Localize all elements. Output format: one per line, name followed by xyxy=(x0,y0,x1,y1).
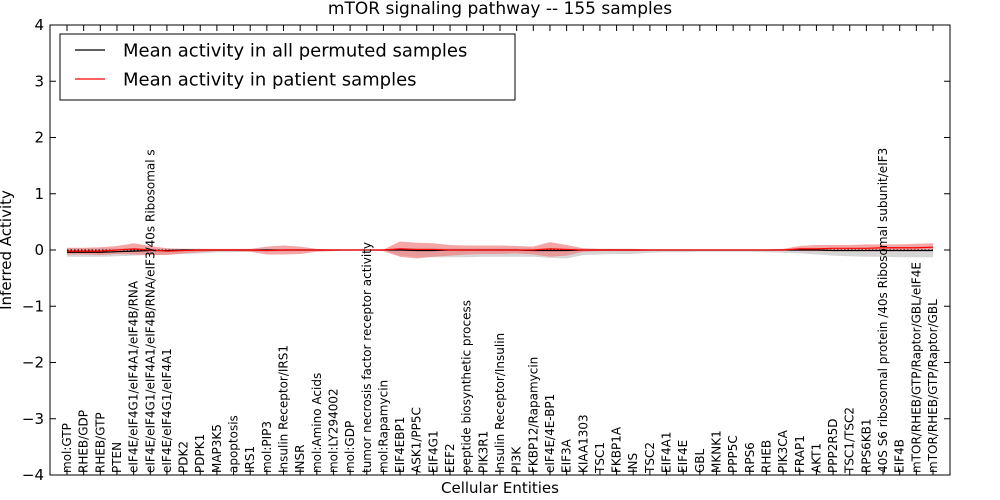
x-tick-label: INSR xyxy=(293,445,307,473)
x-tick-label: tumor necrosis factor receptor activity xyxy=(360,242,374,473)
chart-title: mTOR signaling pathway -- 155 samples xyxy=(328,0,672,19)
x-tick-label: RHEB/GTP xyxy=(93,412,107,473)
x-tick-label: MAP3K5 xyxy=(210,424,224,473)
x-tick-label: FKBP12/Rapamycin xyxy=(526,357,540,473)
x-axis-label: Cellular Entities xyxy=(441,479,559,497)
x-tick-label: EIF4EBP1 xyxy=(393,417,407,473)
y-tick-label: 1 xyxy=(34,185,44,203)
x-tick-label: mol:Amino Acids xyxy=(310,373,324,473)
x-tick-label: PIK3CA xyxy=(776,429,790,473)
x-tick-label: TSC1/TSC2 xyxy=(843,407,857,474)
x-tick-label: FKBP1A xyxy=(610,426,624,473)
line-patient xyxy=(67,246,934,252)
legend-patient-label: Mean activity in patient samples xyxy=(123,70,417,91)
x-tick-label: PPP2R5D xyxy=(826,418,840,473)
x-tick-label: mol:GTP xyxy=(60,423,74,473)
x-tick-label: Insulin Receptor/Insulin xyxy=(493,333,507,473)
x-tick-label: ASK1/PP5C xyxy=(410,407,424,473)
y-tick-label: −2 xyxy=(22,354,44,372)
x-tick-label: eIF4E/eIF4G1/eIF4A1/eIF4B/RNA xyxy=(127,280,141,473)
x-tick-label: mol:Rapamycin xyxy=(376,380,390,473)
x-tick-label: MKNK1 xyxy=(710,430,724,473)
legend-box xyxy=(59,33,516,101)
x-tick-label: EIF4E xyxy=(676,440,690,473)
x-tick-label: 40S S6 ribosomal protein /40s Ribosomal … xyxy=(876,148,890,473)
x-tick-label: apoptosis xyxy=(227,415,241,473)
x-tick-label: PPP5C xyxy=(726,435,740,473)
x-tick-label: mTOR/RHEB/GTP/Raptor/GBL xyxy=(926,299,940,473)
x-tick-label: FRAP1 xyxy=(793,435,807,473)
x-tick-label: RHEB xyxy=(759,440,773,473)
y-tick-label: 2 xyxy=(34,129,44,147)
x-tick-label: RHEB/GDP xyxy=(77,410,91,473)
x-tick-label: Insulin Receptor/IRS1 xyxy=(277,345,291,473)
y-tick-label: 3 xyxy=(34,72,44,90)
x-tick-label: KIAA1303 xyxy=(576,414,590,473)
x-tick-label: TSC2 xyxy=(643,442,657,474)
x-tick-label: PI3K xyxy=(510,446,524,473)
x-tick-label: mol:PIP3 xyxy=(260,421,274,473)
x-tick-label: PIK3R1 xyxy=(476,431,490,473)
x-tick-label: EEF2 xyxy=(443,443,457,473)
y-tick-label: −1 xyxy=(22,297,44,315)
x-tick-label: RPS6 xyxy=(743,442,757,473)
x-tick-label: GBL xyxy=(693,448,707,473)
legend-permuted-label: Mean activity in all permuted samples xyxy=(123,41,467,62)
x-tick-label: TSC1 xyxy=(593,442,607,474)
x-tick-label: INS xyxy=(626,453,640,473)
x-tick-label: eIF4E/4E-BP1 xyxy=(543,394,557,473)
x-tick-label: RPS6KB1 xyxy=(859,418,873,473)
y-axis: 4 3 2 1 0 −1 −2 −3 −4 xyxy=(22,16,950,484)
x-tick-label: EIF4B xyxy=(893,439,907,473)
series-lines xyxy=(67,246,934,253)
x-tick-label: eIF4E/eIF4G1/eIF4A1 xyxy=(160,348,174,473)
y-tick-label: 0 xyxy=(34,241,44,259)
x-tick-label: PDPK1 xyxy=(193,434,207,473)
y-tick-label: 4 xyxy=(34,16,44,34)
x-tick-label: EIF3A xyxy=(560,438,574,473)
x-tick-label: IRS1 xyxy=(243,446,257,473)
y-tick-label: −4 xyxy=(22,466,44,484)
x-tick-label: AKT1 xyxy=(809,443,823,473)
x-tick-label: peptide biosynthetic process xyxy=(460,300,474,473)
x-tick-label: mol:GDP xyxy=(343,421,357,473)
legend: Mean activity in all permuted samples Me… xyxy=(59,33,516,101)
x-tick-label: PTEN xyxy=(110,442,124,473)
x-tick-label: mol:LY294002 xyxy=(326,388,340,473)
x-tick-label: EIF4A1 xyxy=(660,431,674,473)
y-axis-label: Inferred Activity xyxy=(0,190,15,310)
y-tick-label: −3 xyxy=(22,410,44,428)
x-tick-label: PDK2 xyxy=(177,441,191,473)
x-tick-label: mTOR/RHEB/GTP/Raptor/GBL/eIF4E xyxy=(909,262,923,473)
x-tick-label: EIF4G1 xyxy=(426,430,440,473)
x-axis: mol:GTP RHEB/GDP RHEB/GTP PTEN eIF4E/eIF4G1/… xyxy=(60,25,940,475)
x-tick-label: eIF4E/eIF4G1/eIF4A1/eIF4B/RNA/eIF3/40s R… xyxy=(143,149,157,473)
